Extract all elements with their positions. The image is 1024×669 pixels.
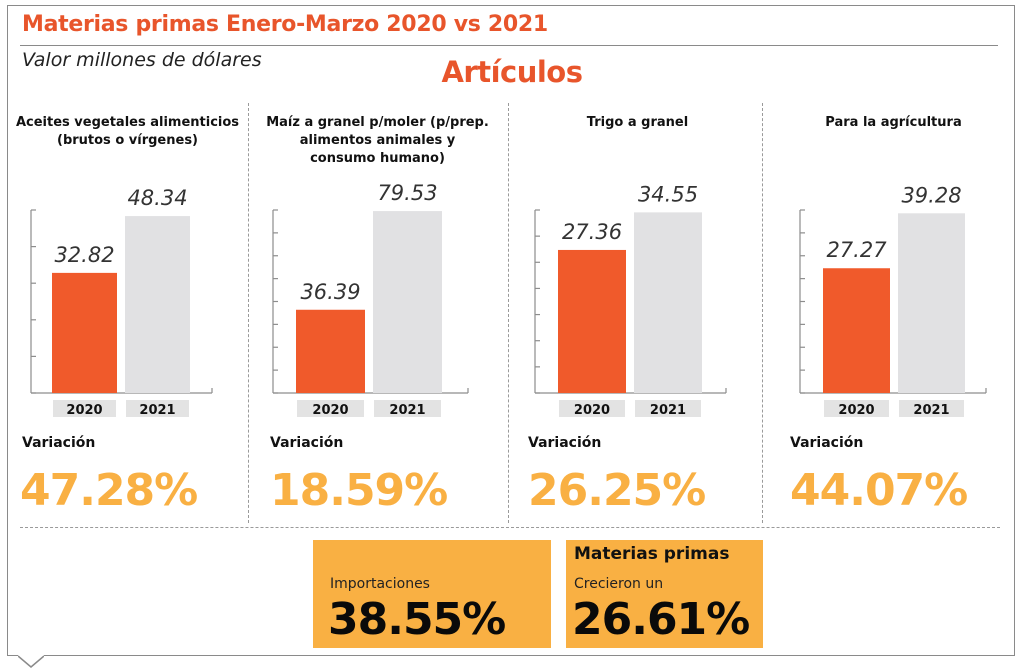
year-tag xyxy=(824,400,889,417)
raw-materials-label: Crecieron un xyxy=(574,576,664,592)
bar-value-label: 32.82 xyxy=(54,243,114,267)
bar-chart: 32.82 2020 48.34 2021 xyxy=(30,186,213,418)
bar-value-label: 39.28 xyxy=(901,183,961,207)
variation-value: 44.07% xyxy=(790,465,968,516)
bar-value-label: 48.34 xyxy=(127,186,187,210)
year-tag xyxy=(297,400,364,417)
year-tag xyxy=(53,400,116,417)
raw-materials-heading: Materias primas xyxy=(574,544,730,564)
page-title: Materias primas Enero-Marzo 2020 vs 2021 xyxy=(22,12,548,37)
bar-2020 xyxy=(52,272,117,393)
raw-materials-summary-box: Materias primas Crecieron un 26.61% xyxy=(566,540,763,648)
year-tag xyxy=(635,400,701,417)
bar-2020 xyxy=(823,268,890,393)
bar-2020 xyxy=(558,249,626,393)
x-tick-label: 2021 xyxy=(650,403,686,418)
chart-title: Trigo a granel xyxy=(510,114,765,132)
variation-label: Variación xyxy=(790,435,864,451)
variation-value: 26.25% xyxy=(528,465,706,516)
chart-title-line: consumo humano) xyxy=(310,151,445,166)
chart-title: Maíz a granel p/moler (p/prep. alimentos … xyxy=(250,114,505,168)
bar-chart: 27.27 2020 39.28 2021 xyxy=(799,183,987,418)
chart-title-line: Para la agrícultura xyxy=(825,115,962,130)
chart-panel-maiz: Maíz a granel p/moler (p/prep. alimentos … xyxy=(250,110,505,525)
x-tick-label: 2021 xyxy=(139,403,175,418)
year-tag xyxy=(899,400,964,417)
bar-chart: 36.39 2020 79.53 2021 xyxy=(272,181,469,418)
imports-value: 38.55% xyxy=(328,594,506,645)
chart-title: Para la agrícultura xyxy=(766,114,1021,132)
bar-value-label: 79.53 xyxy=(377,181,437,205)
x-tick-label: 2020 xyxy=(66,403,102,418)
bar-2020 xyxy=(296,309,365,393)
variation-value: 18.59% xyxy=(270,465,448,516)
title-divider xyxy=(20,45,998,46)
variation-label: Variación xyxy=(22,435,96,451)
chart-title-line: Trigo a granel xyxy=(586,115,689,130)
chart-title-line: Aceites vegetales alimenticios xyxy=(15,115,240,130)
section-title: Artículos xyxy=(441,55,583,89)
variation-label: Variación xyxy=(528,435,602,451)
year-tag xyxy=(374,400,441,417)
column-divider xyxy=(762,103,763,523)
chart-title-line: alimentos animales y xyxy=(299,133,456,148)
column-divider xyxy=(248,103,249,523)
column-divider xyxy=(508,103,509,523)
bar-chart: 27.36 2020 34.55 2021 xyxy=(534,182,727,418)
bar-value-label: 27.27 xyxy=(826,238,887,262)
bar-value-label: 36.39 xyxy=(300,280,360,304)
x-tick-label: 2021 xyxy=(389,403,425,418)
row-divider xyxy=(20,527,1000,528)
imports-label: Importaciones xyxy=(330,576,430,592)
page-subtitle: Valor millones de dólares xyxy=(22,49,262,71)
bar-2021 xyxy=(125,216,190,393)
bar-2021 xyxy=(898,213,965,393)
chart-panel-aceites: Aceites vegetales alimenticios (brutos o … xyxy=(0,110,255,525)
callout-pointer-icon xyxy=(18,655,44,668)
bar-value-label: 34.55 xyxy=(638,182,698,206)
bar-2021 xyxy=(373,211,442,393)
bar-value-label: 27.36 xyxy=(562,220,622,244)
chart-title: Aceites vegetales alimenticios (brutos o … xyxy=(0,114,255,150)
chart-panel-trigo: Trigo a granel 27.36 2020 34.55 2021 Variac… xyxy=(510,110,765,525)
year-tag xyxy=(126,400,189,417)
chart-title-line: (brutos o vírgenes) xyxy=(57,133,198,148)
chart-title-line: Maíz a granel p/moler (p/prep. xyxy=(266,115,489,130)
chart-panel-agricultura: Para la agrícultura 27.27 2020 39.28 2021 V… xyxy=(766,110,1021,525)
variation-value: 47.28% xyxy=(20,465,198,516)
x-tick-label: 2021 xyxy=(913,403,949,418)
x-tick-label: 2020 xyxy=(574,403,610,418)
x-tick-label: 2020 xyxy=(312,403,348,418)
raw-materials-value: 26.61% xyxy=(572,594,750,645)
year-tag xyxy=(559,400,625,417)
imports-summary-box: Importaciones 38.55% xyxy=(313,540,551,648)
bar-2021 xyxy=(634,212,702,393)
x-tick-label: 2020 xyxy=(838,403,874,418)
variation-label: Variación xyxy=(270,435,344,451)
infographic-frame xyxy=(7,5,1015,656)
